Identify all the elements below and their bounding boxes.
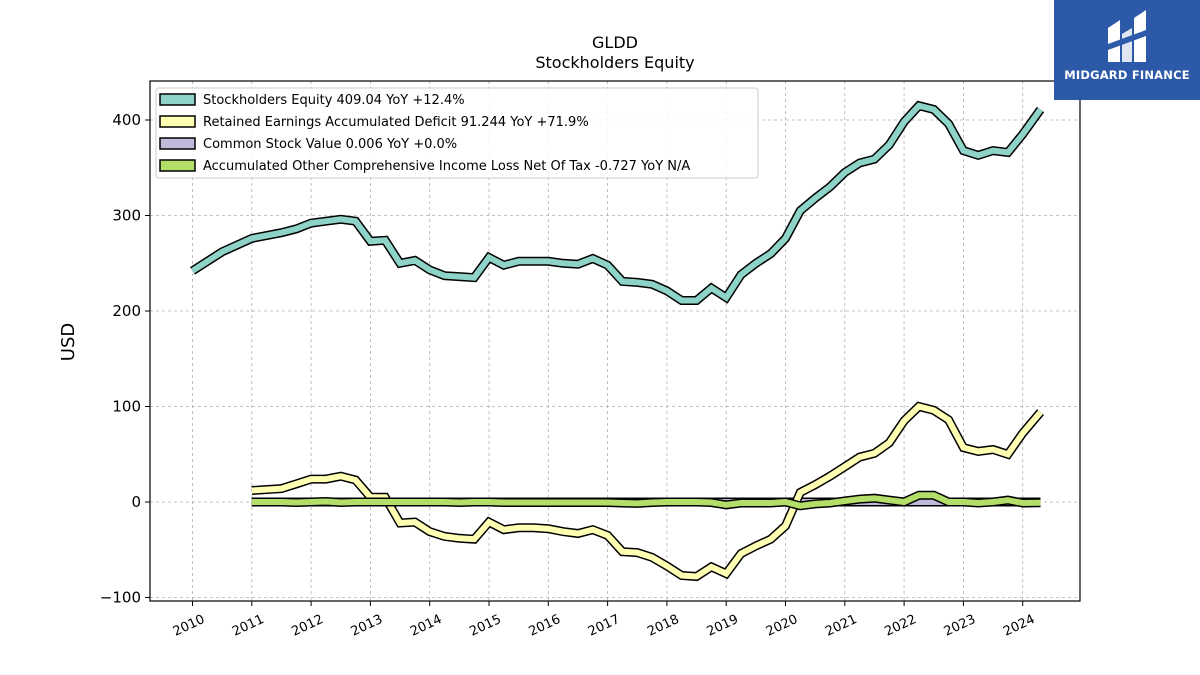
logo-mark-icon <box>1108 10 1146 62</box>
x-tick-label: 2014 <box>408 612 444 640</box>
legend-swatch <box>159 159 196 172</box>
y-tick-label: −100 <box>100 589 141 607</box>
series-line-accumulated-other-comprehensive-income-loss-net-of-tax <box>251 492 1041 509</box>
legend: Stockholders Equity 409.04 YoY +12.4% Ret… <box>155 87 759 179</box>
x-tick-label: 2016 <box>527 612 563 640</box>
logo-text: MIDGARD FINANCE <box>1064 68 1190 82</box>
x-tick-label: 2010 <box>171 612 207 640</box>
chart-subtitle: Stockholders Equity <box>535 53 694 72</box>
legend-box <box>155 87 759 179</box>
series-line-retained-earnings-accumulated-deficit <box>251 403 1043 580</box>
y-axis-label: USD <box>58 323 79 361</box>
legend-swatch <box>159 115 196 128</box>
x-tick-label: 2012 <box>289 612 325 640</box>
legend-swatch <box>159 93 196 106</box>
x-tick-label: 2020 <box>764 612 800 640</box>
x-tick-label: 2023 <box>942 612 978 640</box>
x-tick-label: 2013 <box>349 612 385 640</box>
x-tick-label: 2015 <box>467 612 503 640</box>
x-tick-label: 2019 <box>705 612 741 640</box>
series-line-stockholders-equity <box>190 102 1043 304</box>
legend-swatch <box>159 137 196 150</box>
legend-label: Stockholders Equity 409.04 YoY +12.4% <box>203 93 465 108</box>
y-tick-label: 0 <box>131 493 141 511</box>
x-tick-label: 2017 <box>586 612 622 640</box>
legend-label: Retained Earnings Accumulated Deficit 91… <box>203 115 589 130</box>
y-tick-label: 400 <box>112 111 141 129</box>
legend-label: Accumulated Other Comprehensive Income L… <box>203 159 690 174</box>
y-tick-label: 300 <box>112 207 141 225</box>
x-tick-label: 2021 <box>823 612 859 640</box>
x-tick-label: 2011 <box>230 612 266 640</box>
logo: MIDGARD FINANCE <box>1054 0 1200 100</box>
axis-layer: 2010 2011 2012 2013 2014 2015 2016 2017 2018 2019… <box>100 111 1038 640</box>
x-tick-label: 2024 <box>1001 612 1037 640</box>
y-tick-label: 200 <box>112 302 141 320</box>
x-tick-label: 2022 <box>882 612 918 640</box>
series-layer <box>190 100 1045 582</box>
y-tick-label: 100 <box>112 398 141 416</box>
x-tick-label: 2018 <box>645 612 681 640</box>
plot-frame <box>149 80 1081 602</box>
chart-title: GLDD <box>592 33 638 52</box>
legend-label: Common Stock Value 0.006 YoY +0.0% <box>203 137 457 152</box>
